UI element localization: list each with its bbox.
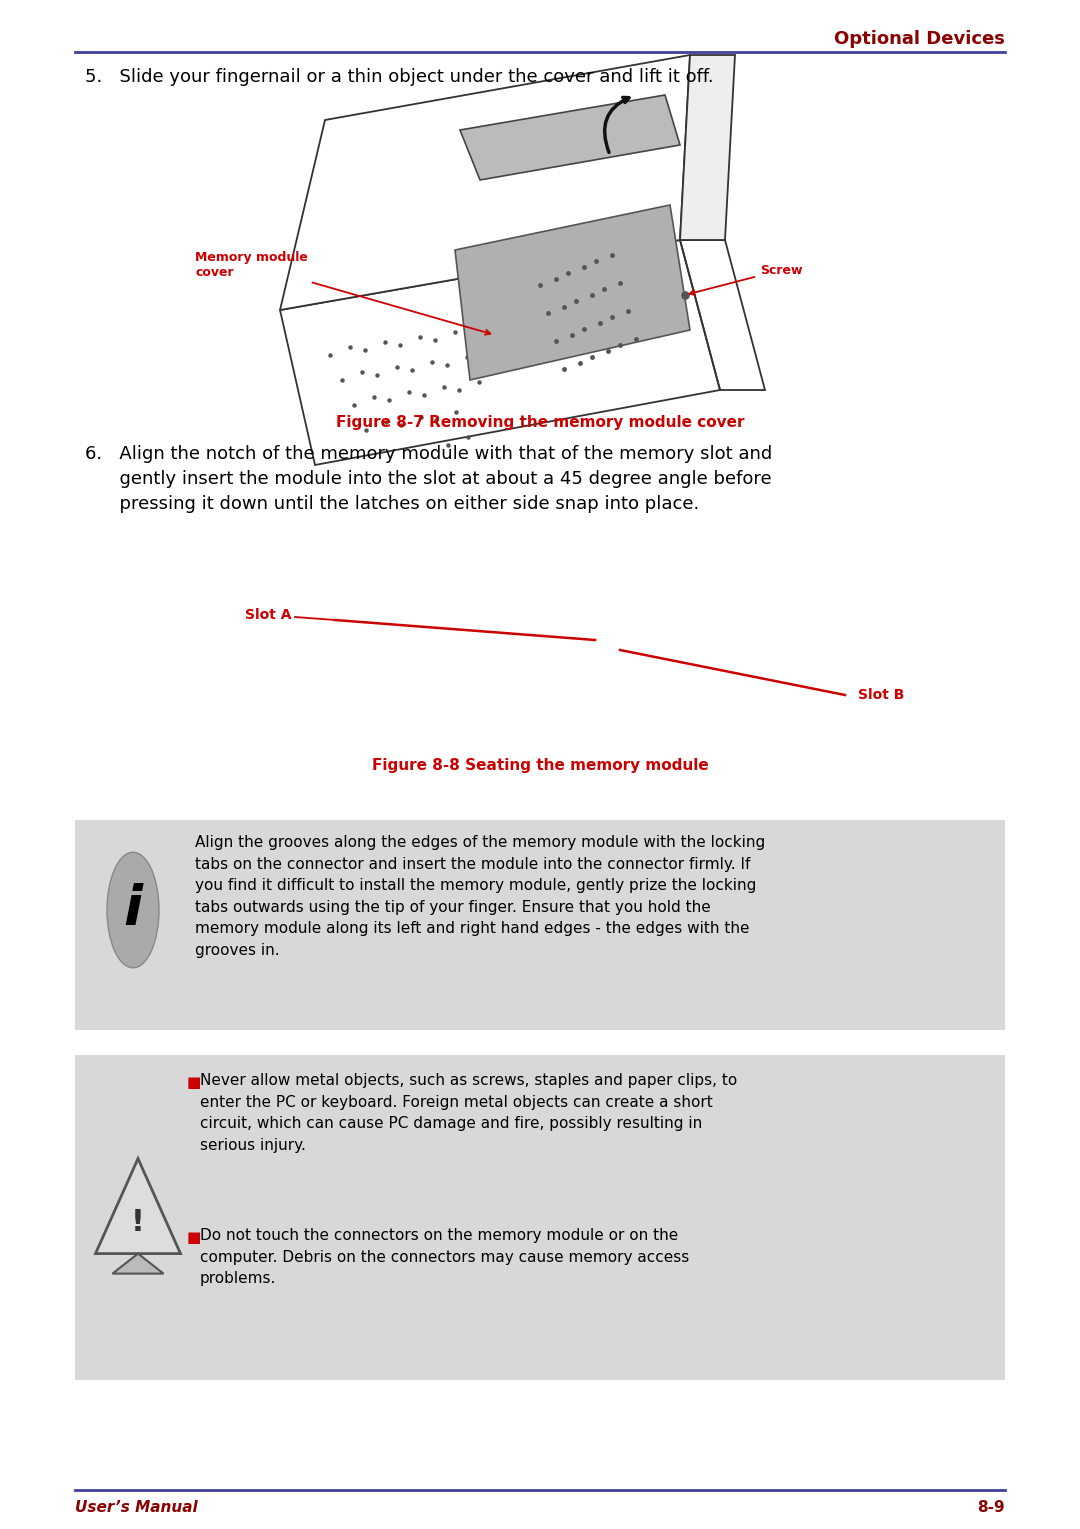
Text: Do not touch the connectors on the memory module or on the
computer. Debris on t: Do not touch the connectors on the memor… [200, 1228, 689, 1286]
Text: pressing it down until the latches on either side snap into place.: pressing it down until the latches on ei… [85, 495, 699, 514]
Text: Figure 8-7 Removing the memory module cover: Figure 8-7 Removing the memory module co… [336, 414, 744, 430]
Polygon shape [455, 205, 690, 381]
Polygon shape [680, 55, 735, 240]
Text: User’s Manual: User’s Manual [75, 1500, 198, 1515]
Text: Figure 8-8 Seating the memory module: Figure 8-8 Seating the memory module [372, 758, 708, 774]
Text: 5.   Slide your fingernail or a thin object under the cover and lift it off.: 5. Slide your fingernail or a thin objec… [85, 67, 714, 86]
Text: Screw: Screw [690, 263, 802, 295]
Text: ■: ■ [187, 1229, 201, 1245]
Text: i: i [123, 884, 143, 937]
Text: Never allow metal objects, such as screws, staples and paper clips, to
enter the: Never allow metal objects, such as screw… [200, 1073, 738, 1153]
Polygon shape [280, 55, 690, 310]
FancyBboxPatch shape [75, 820, 1005, 1031]
Text: ■: ■ [187, 1075, 201, 1090]
Text: gently insert the module into the slot at about a 45 degree angle before: gently insert the module into the slot a… [85, 469, 771, 488]
Text: !: ! [131, 1208, 145, 1237]
Polygon shape [460, 95, 680, 180]
Text: Align the grooves along the edges of the memory module with the locking
tabs on : Align the grooves along the edges of the… [195, 835, 766, 959]
Text: 8-9: 8-9 [977, 1500, 1005, 1515]
Text: Slot A: Slot A [245, 609, 292, 622]
Polygon shape [112, 1254, 163, 1274]
Text: Optional Devices: Optional Devices [834, 31, 1005, 47]
Polygon shape [95, 1159, 180, 1254]
FancyBboxPatch shape [75, 1055, 1005, 1381]
Text: Memory module
cover: Memory module cover [195, 251, 490, 335]
Text: 6.   Align the notch of the memory module with that of the memory slot and: 6. Align the notch of the memory module … [85, 445, 772, 463]
Ellipse shape [107, 852, 159, 968]
Text: Slot B: Slot B [858, 688, 904, 702]
